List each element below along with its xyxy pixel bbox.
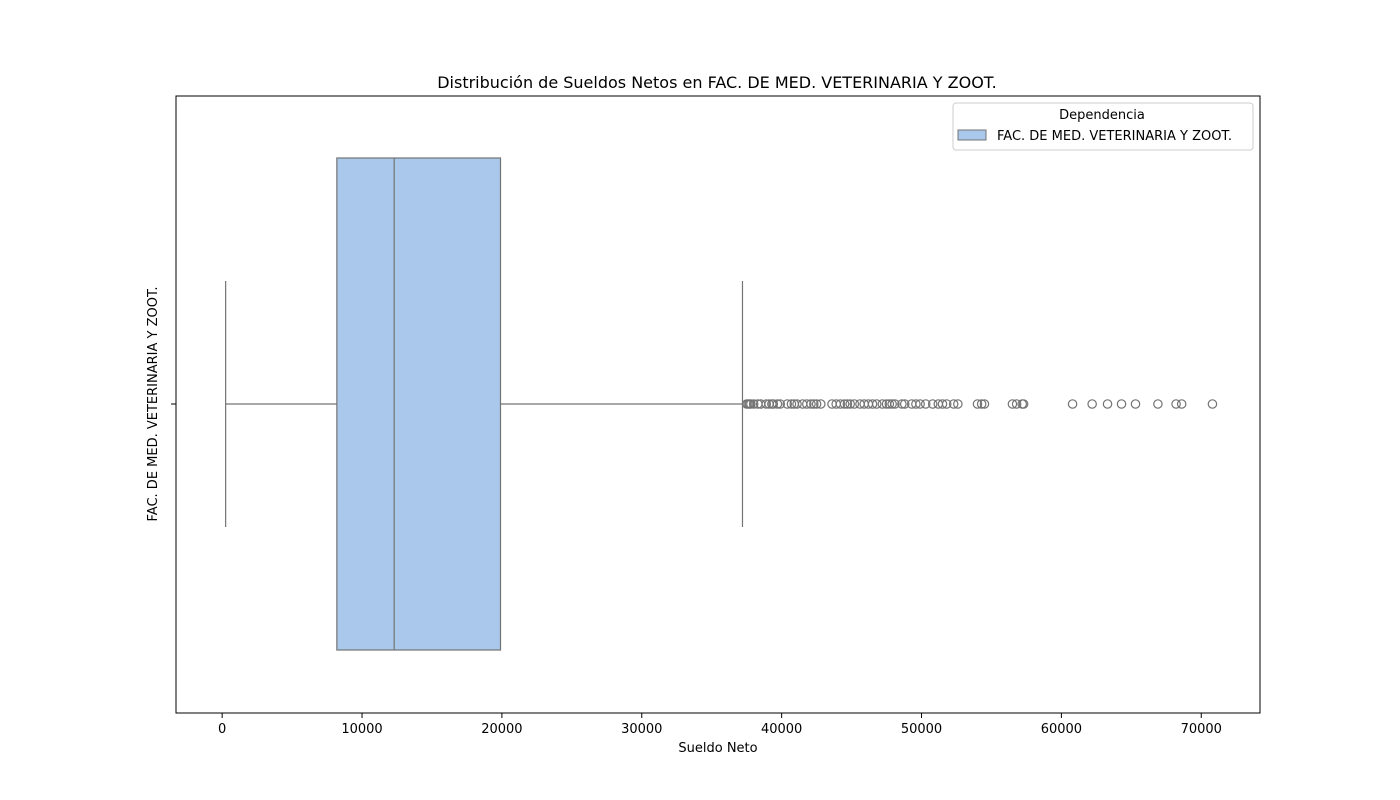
outlier-point: [768, 399, 779, 409]
outlier-point: [1007, 399, 1018, 409]
chart-title: Distribución de Sueldos Netos en FAC. DE…: [437, 73, 997, 92]
outlier-point: [835, 399, 846, 409]
y-axis-label: FAC. DE MED. VETERINARIA Y ZOOT.: [146, 287, 161, 522]
x-axis-label: Sueldo Neto: [678, 741, 757, 756]
x-tick-label: 70000: [1181, 722, 1222, 737]
outlier-point: [877, 399, 888, 409]
legend-entry-label: FAC. DE MED. VETERINARIA Y ZOOT.: [997, 129, 1232, 144]
legend-swatch: [957, 129, 987, 141]
outlier-point: [941, 399, 952, 409]
x-tick-label: 50000: [901, 722, 942, 737]
outlier-point: [897, 399, 907, 409]
outlier-point: [842, 399, 853, 409]
legend-title: Dependencia: [1059, 108, 1145, 123]
outlier-point: [748, 399, 759, 409]
outlier-point: [1102, 399, 1113, 409]
outlier-point: [972, 399, 983, 409]
outlier-point: [937, 399, 948, 409]
x-tick-label: 0: [218, 722, 226, 737]
plot-area: [225, 157, 1218, 651]
outlier-point: [809, 399, 819, 409]
outlier-point: [782, 399, 793, 409]
outlier-point: [811, 399, 822, 409]
outlier-point: [1176, 399, 1187, 409]
x-tick-label: 60000: [1041, 722, 1082, 737]
outlier-point: [849, 399, 860, 409]
outlier-point: [979, 399, 990, 409]
outlier-point: [786, 399, 797, 409]
outlier-point: [845, 399, 855, 409]
outlier-point: [802, 399, 812, 409]
iqr-box: [336, 157, 502, 651]
x-axis: 0 10000 20000 30000 40000 50000 60000 70000: [218, 713, 1222, 737]
outlier-point: [806, 399, 816, 409]
outlier-point: [1018, 399, 1029, 409]
outlier-point: [1087, 399, 1097, 409]
outlier-point: [976, 399, 987, 409]
x-tick-label: 30000: [621, 722, 662, 737]
outlier-point: [920, 399, 931, 409]
outlier-point: [839, 399, 850, 409]
outlier-point: [887, 399, 897, 409]
outlier-point: [1116, 399, 1127, 409]
outlier-point: [899, 399, 910, 409]
x-tick-label: 20000: [481, 722, 522, 737]
outlier-point: [1011, 399, 1022, 409]
outlier-point: [867, 399, 878, 409]
outlier-point: [1130, 399, 1141, 409]
outlier-point: [775, 399, 786, 409]
outlier-point: [1153, 399, 1163, 409]
x-tick-label: 10000: [341, 722, 382, 737]
outlier-point: [871, 399, 882, 409]
outlier-point: [772, 399, 783, 409]
outlier-point: [1207, 399, 1218, 409]
outlier-point: [948, 399, 959, 409]
outlier-point: [927, 399, 938, 409]
outlier-point: [953, 399, 963, 409]
outlier-point: [792, 399, 802, 409]
outlier-point: [816, 399, 826, 409]
x-tick-label: 40000: [761, 722, 802, 737]
outlier-point: [890, 399, 900, 409]
outlier-point: [915, 399, 925, 409]
outlier-point: [1171, 399, 1181, 409]
outlier-point: [911, 399, 921, 409]
outlier-point: [746, 399, 756, 409]
legend: Dependencia FAC. DE MED. VETERINARIA Y Z…: [952, 102, 1254, 151]
outlier-point: [884, 399, 895, 409]
outlier-point: [1067, 399, 1078, 409]
outlier-point: [761, 399, 772, 409]
legend-box: [952, 102, 1254, 151]
